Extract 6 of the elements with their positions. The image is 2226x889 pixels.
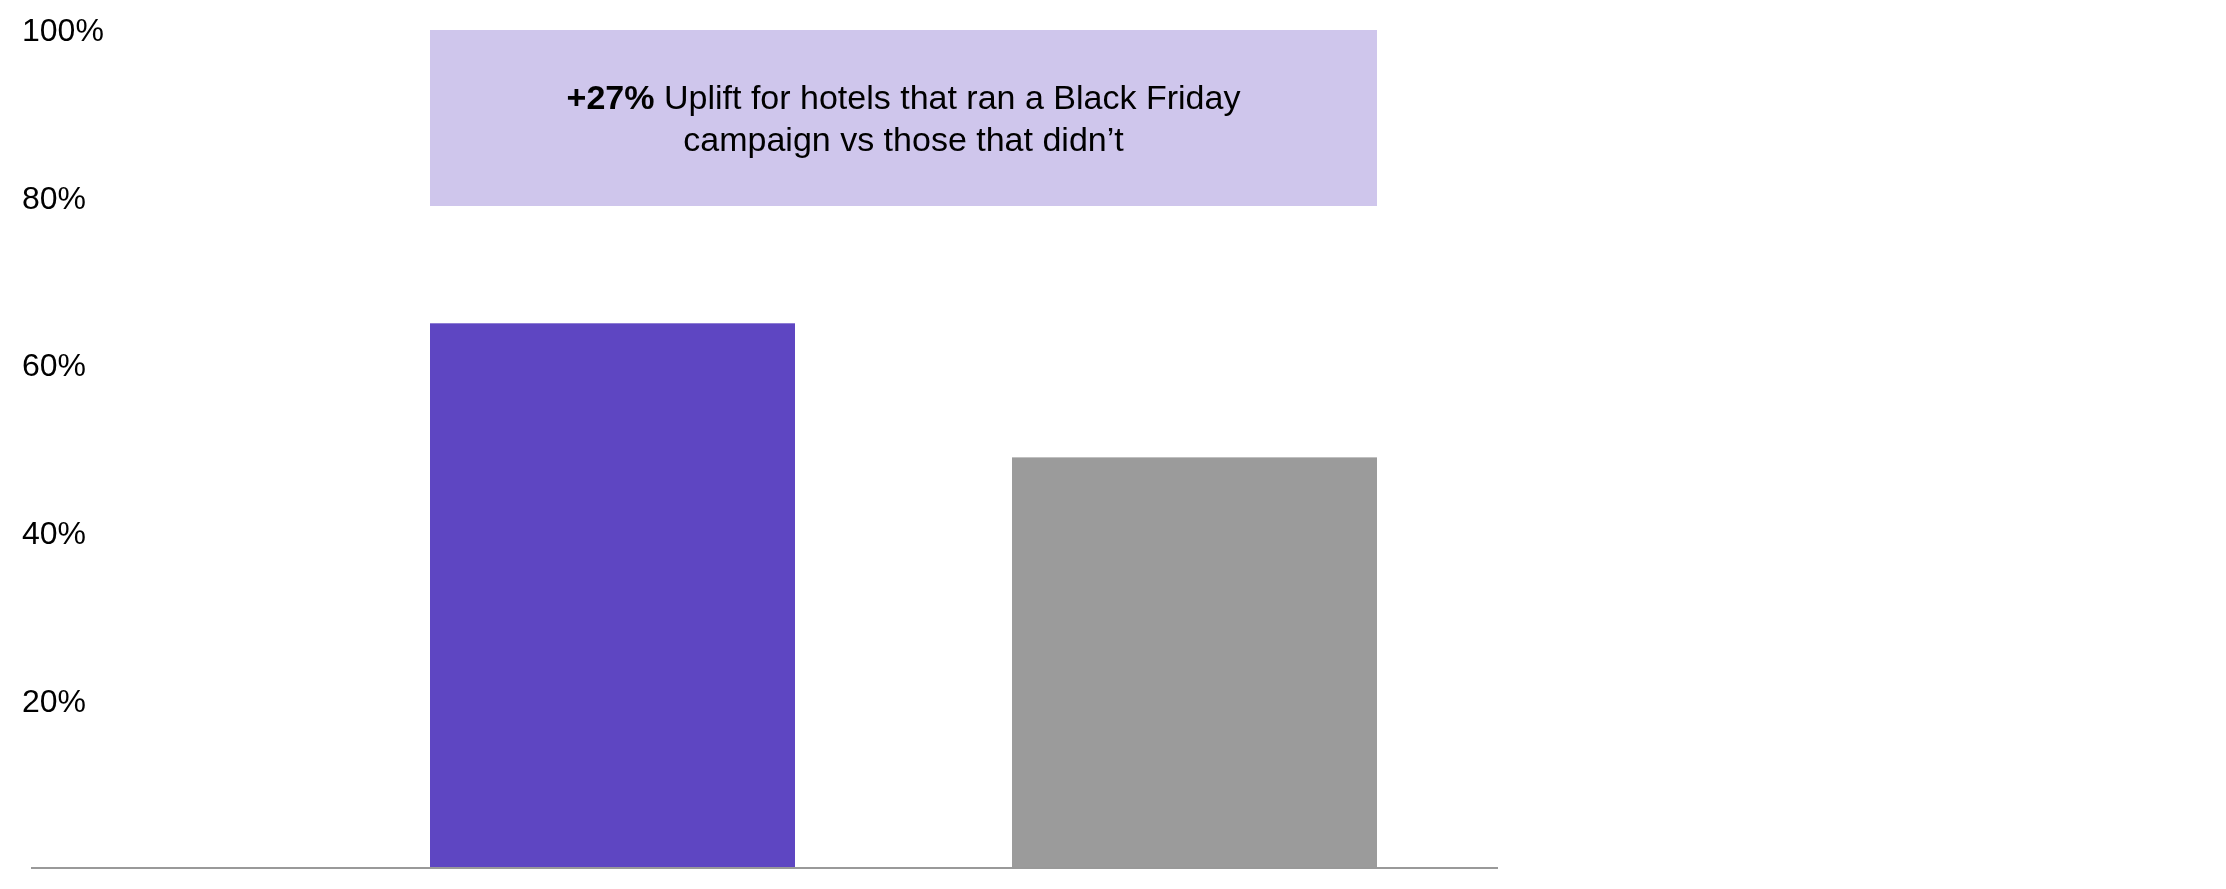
callout-box: +27% Uplift for hotels that ran a Black Friday campaign vs those that didn’t [430, 30, 1377, 206]
y-tick-label: 100% [22, 12, 104, 49]
y-tick-label: 20% [22, 682, 87, 719]
y-tick-label: 80% [22, 179, 87, 216]
y-tick-label: 40% [22, 515, 87, 551]
y-tick-label: 60% [22, 347, 87, 384]
